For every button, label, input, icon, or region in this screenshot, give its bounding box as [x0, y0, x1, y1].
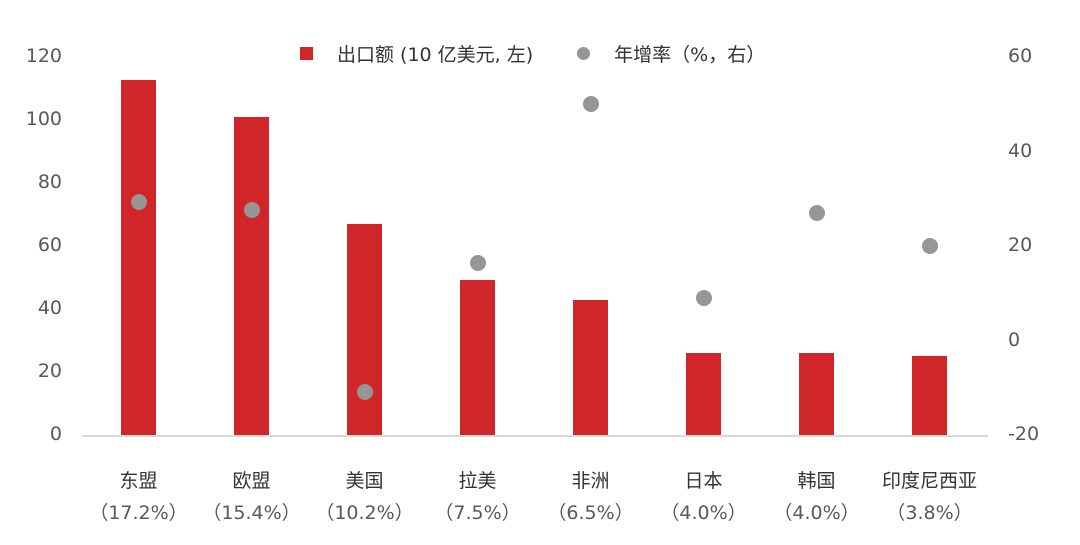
left-axis-tick: 100 — [25, 108, 62, 130]
bar-6 — [799, 353, 834, 435]
left-axis-tick: 60 — [37, 234, 62, 256]
x-label-1: 欧盟 （15.4%） — [192, 465, 312, 529]
right-axis-tick: 60 — [1008, 45, 1033, 67]
category-name: 拉美 — [458, 470, 497, 492]
category-name: 非洲 — [571, 470, 610, 492]
bar-3 — [460, 280, 495, 435]
left-axis-tick: 0 — [49, 423, 62, 445]
x-label-0: 东盟 （17.2%） — [79, 465, 199, 529]
growth-point-2 — [356, 384, 373, 401]
growth-point-6 — [808, 204, 825, 221]
growth-point-7 — [921, 238, 938, 254]
category-share: （15.4%） — [202, 502, 301, 524]
category-share: （7.5%） — [434, 502, 521, 524]
bar-1 — [234, 116, 269, 435]
left-axis-tick: 40 — [37, 297, 62, 319]
left-axis-tick: 80 — [37, 171, 62, 193]
right-axis-tick: -20 — [1008, 423, 1040, 445]
bar-4 — [573, 299, 608, 435]
category-share: （10.2%） — [315, 502, 414, 524]
x-label-6: 韩国 （4.0%） — [757, 465, 877, 529]
bar-0 — [121, 79, 156, 435]
bar-2 — [347, 223, 382, 435]
legend: 出口额 (10 亿美元, 左) 年增率（%，右） — [300, 40, 765, 67]
growth-point-0 — [130, 193, 147, 210]
legend-bar-label: 出口额 (10 亿美元, 左) — [337, 44, 534, 66]
right-axis-tick: 40 — [1008, 139, 1033, 162]
growth-point-3 — [469, 255, 486, 272]
bar-7 — [912, 356, 947, 435]
x-label-3: 拉美 （7.5%） — [418, 465, 538, 529]
category-share: （3.8%） — [886, 502, 973, 524]
x-label-5: 日本 （4.0%） — [644, 465, 764, 529]
category-name: 欧盟 — [232, 470, 271, 492]
legend-dot-label: 年增率（%，右） — [614, 44, 766, 66]
category-name: 东盟 — [119, 470, 158, 492]
x-label-2: 美国 （10.2%） — [305, 465, 425, 529]
right-axis-tick: 20 — [1008, 234, 1033, 256]
left-axis-tick: 120 — [25, 45, 62, 67]
x-axis-line — [82, 435, 988, 437]
bar-5 — [686, 353, 721, 435]
legend-bar-swatch-icon — [300, 47, 313, 60]
growth-point-5 — [695, 290, 712, 307]
x-label-4: 非洲 （6.5%） — [531, 465, 651, 529]
growth-point-1 — [243, 201, 260, 218]
right-axis-tick: 0 — [1008, 328, 1021, 351]
legend-dot-swatch-icon — [577, 47, 591, 60]
category-share: （17.2%） — [89, 502, 188, 524]
category-share: （6.5%） — [547, 502, 634, 524]
category-share: （4.0%） — [660, 502, 747, 524]
category-name: 美国 — [345, 470, 384, 492]
left-axis-tick: 20 — [37, 360, 62, 382]
category-name: 日本 — [684, 470, 723, 492]
x-label-7: 印度尼西亚 （3.8%） — [870, 465, 990, 529]
category-share: （4.0%） — [773, 502, 860, 524]
growth-point-4 — [582, 96, 599, 113]
category-name: 印度尼西亚 — [881, 470, 977, 492]
category-name: 韩国 — [797, 470, 836, 492]
